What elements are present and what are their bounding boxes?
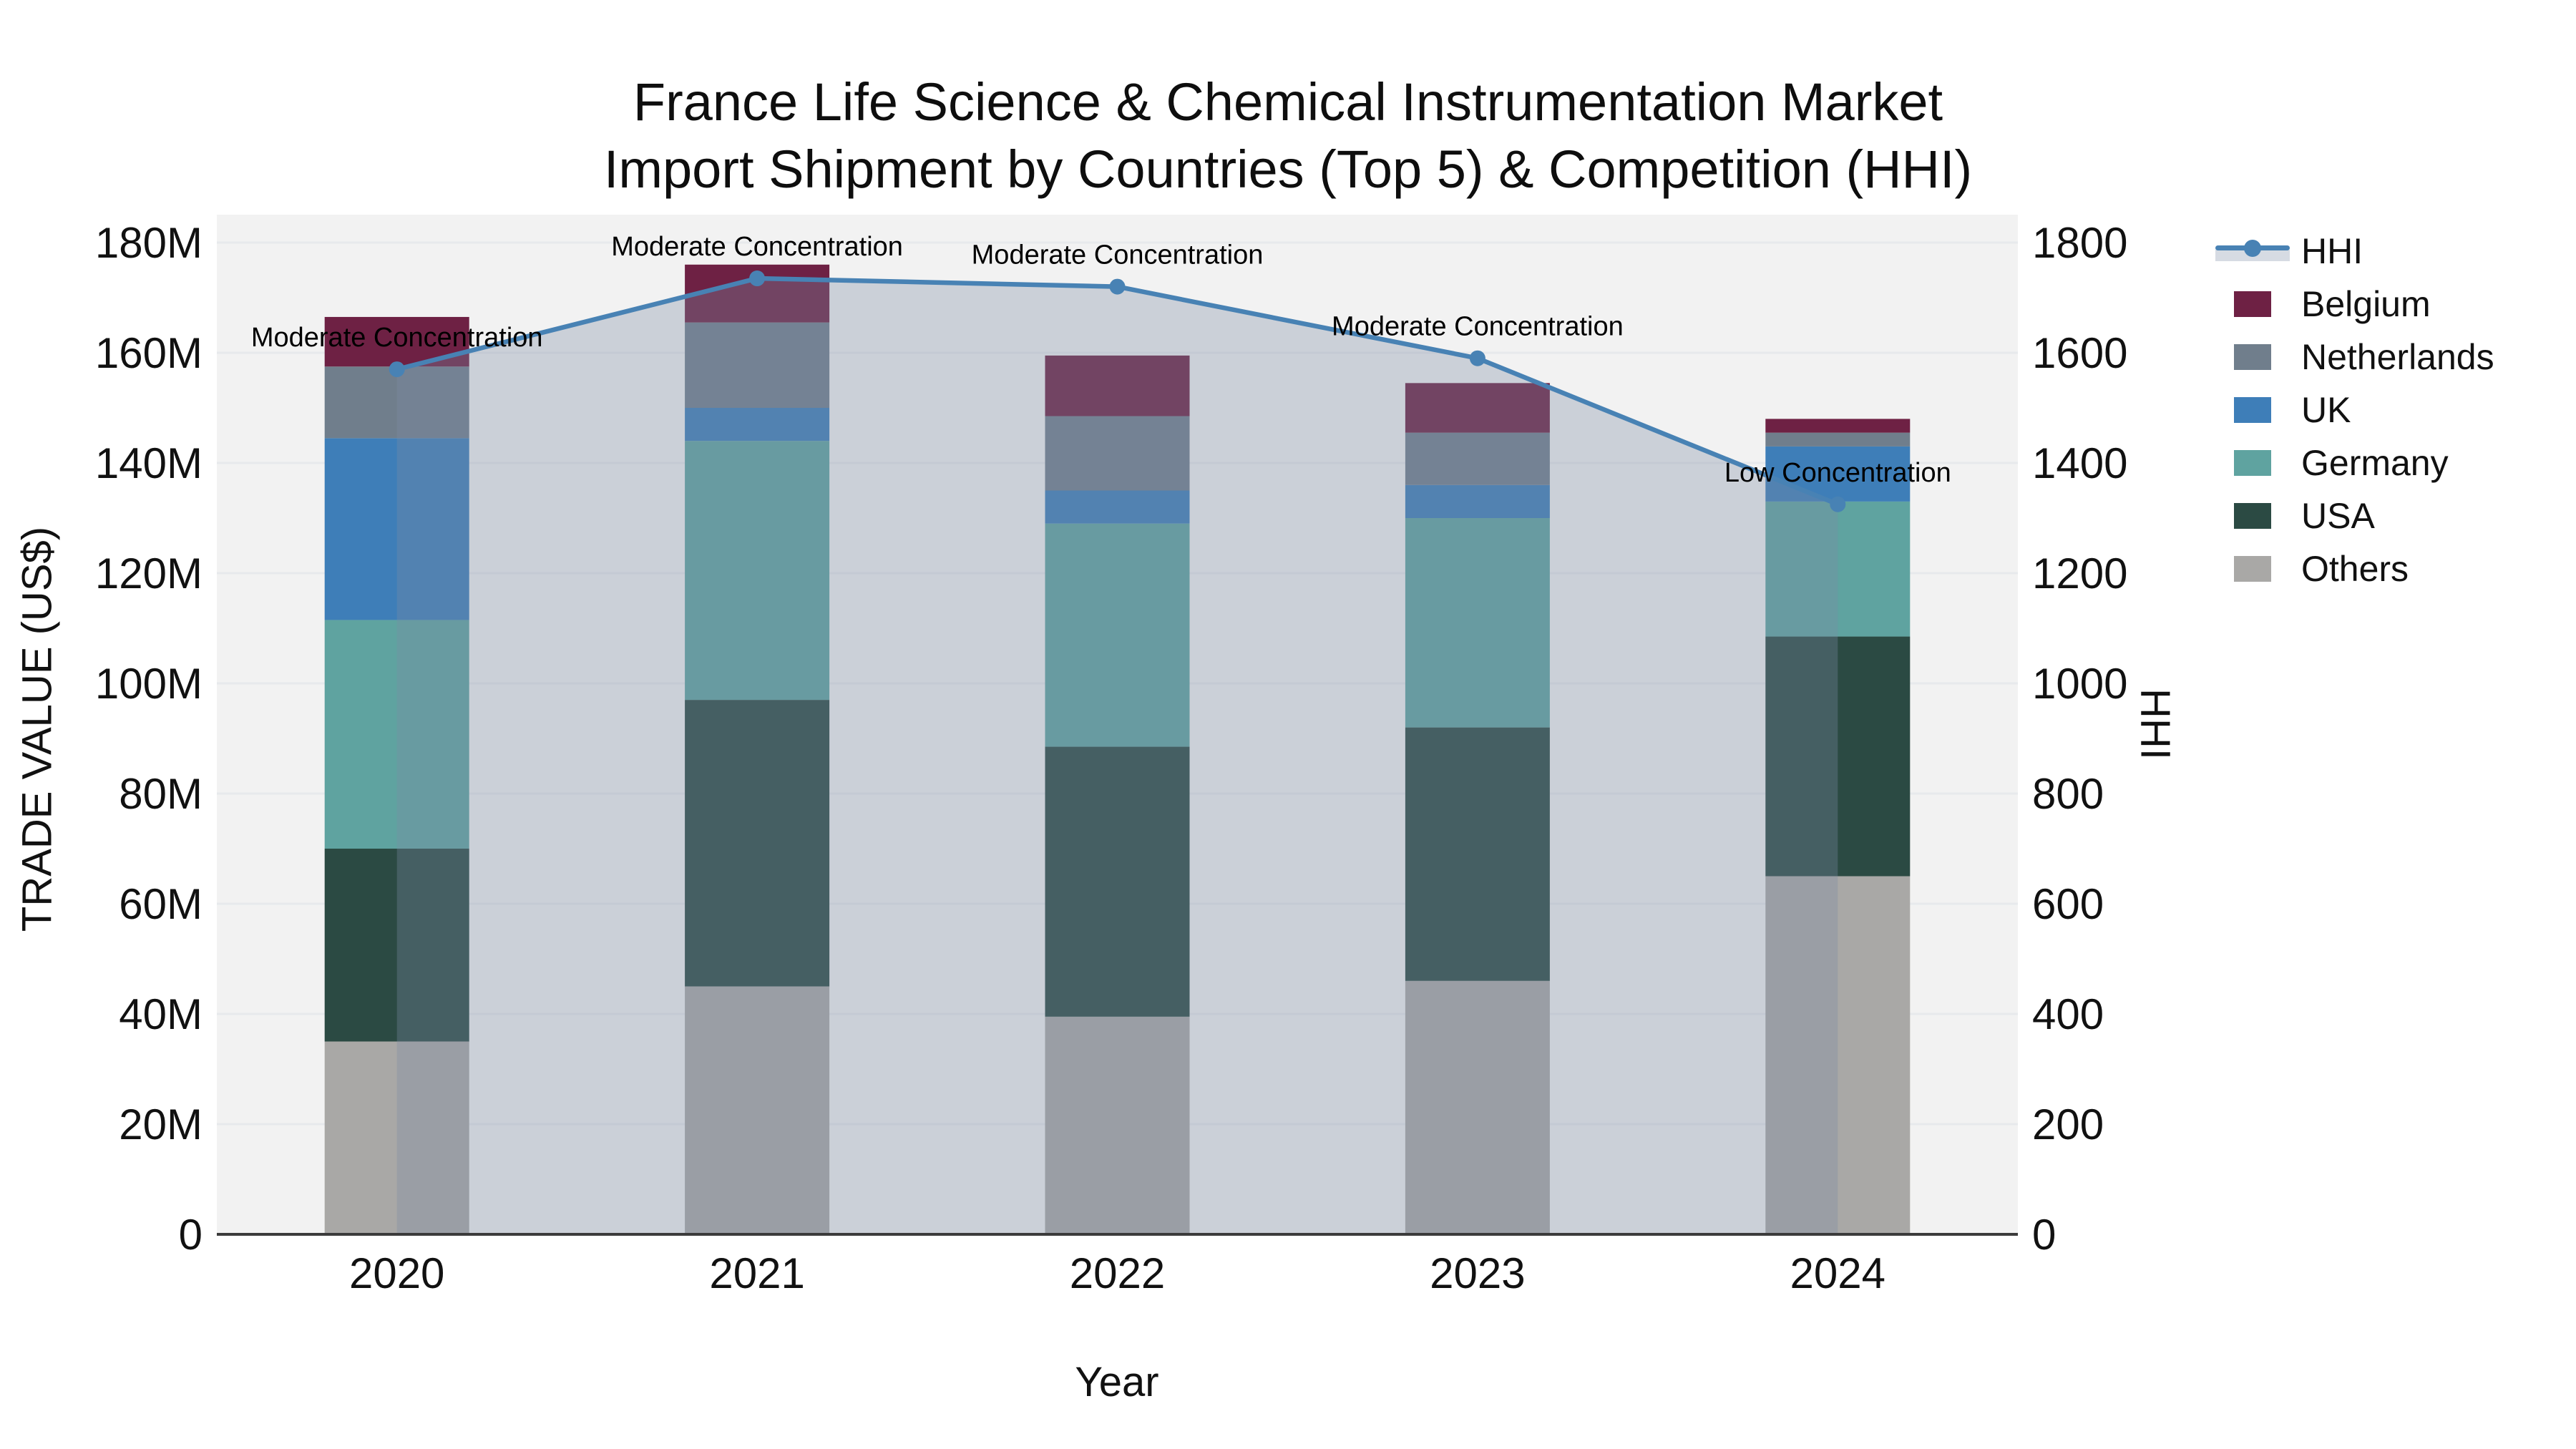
netherlands-swatch-icon bbox=[2234, 344, 2271, 370]
y-left-tick-label: 40M bbox=[119, 990, 203, 1038]
y-left-tick-label: 160M bbox=[95, 329, 203, 377]
germany-swatch-icon bbox=[2234, 450, 2271, 476]
x-tick-label-2020: 2020 bbox=[349, 1249, 444, 1297]
legend-item-others[interactable]: Others bbox=[2211, 542, 2494, 595]
bar-segment-others-2024 bbox=[1765, 876, 1911, 1234]
y-right-tick-label: 1800 bbox=[2032, 219, 2127, 267]
x-tick-label-2024: 2024 bbox=[1790, 1249, 1885, 1297]
others-swatch-icon bbox=[2234, 556, 2271, 582]
bar-segment-netherlands-2020 bbox=[324, 366, 469, 439]
usa-swatch-icon bbox=[2234, 503, 2271, 529]
y-left-tick-label: 20M bbox=[119, 1101, 203, 1148]
legend-item-hhi[interactable]: HHI bbox=[2211, 225, 2494, 278]
y-right-tick-label: 600 bbox=[2032, 880, 2104, 928]
legend-label: UK bbox=[2301, 390, 2351, 430]
annotation-2020: Moderate Concentration bbox=[251, 323, 543, 353]
bar-segment-others-2021 bbox=[685, 986, 830, 1234]
legend-item-usa[interactable]: USA bbox=[2211, 489, 2494, 542]
y-right-tick-label: 1600 bbox=[2032, 329, 2127, 377]
bar-segment-germany-2024 bbox=[1765, 501, 1911, 637]
chart-title-line1: France Life Science & Chemical Instrumen… bbox=[633, 72, 1943, 132]
uk-swatch-icon bbox=[2234, 397, 2271, 423]
y-left-tick-label: 60M bbox=[119, 880, 203, 928]
bar-segment-others-2023 bbox=[1405, 980, 1550, 1234]
y-left-tick-label: 140M bbox=[95, 439, 203, 487]
hhi-marker-2021 bbox=[749, 270, 766, 287]
bar-segment-netherlands-2024 bbox=[1765, 432, 1911, 447]
bar-segment-netherlands-2023 bbox=[1405, 432, 1550, 485]
annotation-2022: Moderate Concentration bbox=[972, 240, 1264, 270]
y-right-tick-label: 1400 bbox=[2032, 439, 2127, 487]
y-right-tick-label: 1200 bbox=[2032, 550, 2127, 597]
hhi-marker-2022 bbox=[1109, 278, 1126, 295]
bar-segment-germany-2023 bbox=[1405, 518, 1550, 728]
x-tick-label-2023: 2023 bbox=[1430, 1249, 1525, 1297]
bar-segment-usa-2021 bbox=[685, 700, 830, 987]
bar-segment-uk-2023 bbox=[1405, 484, 1550, 518]
legend-label: USA bbox=[2301, 496, 2375, 536]
y-left-tick-label: 100M bbox=[95, 660, 203, 708]
legend-label: Germany bbox=[2301, 443, 2449, 483]
y-right-tick-label: 1000 bbox=[2032, 660, 2127, 708]
bar-segment-belgium-2022 bbox=[1045, 355, 1190, 416]
bar-segment-usa-2023 bbox=[1405, 727, 1550, 981]
legend-label: HHI bbox=[2301, 231, 2363, 271]
y-axis-right-title: HHI bbox=[2132, 688, 2179, 760]
legend-item-netherlands[interactable]: Netherlands bbox=[2211, 331, 2494, 384]
bar-segment-usa-2020 bbox=[324, 849, 469, 1042]
bar-segment-netherlands-2022 bbox=[1045, 416, 1190, 491]
bar-segment-others-2022 bbox=[1045, 1016, 1190, 1234]
bar-segment-uk-2024 bbox=[1765, 446, 1911, 502]
y-left-tick-label: 120M bbox=[95, 550, 203, 597]
x-axis-title: Year bbox=[1075, 1359, 1159, 1405]
chart-title-line2: Import Shipment by Countries (Top 5) & C… bbox=[603, 140, 1973, 199]
hhi-marker-2020 bbox=[389, 361, 405, 378]
annotation-2023: Moderate Concentration bbox=[1332, 312, 1624, 342]
bar-segment-uk-2022 bbox=[1045, 490, 1190, 524]
annotation-2024: Low Concentration bbox=[1724, 458, 1951, 488]
y-axis-left-title: TRADE VALUE (US$) bbox=[14, 526, 61, 932]
hhi-line-swatch-icon bbox=[2211, 225, 2294, 278]
y-right-tick-label: 0 bbox=[2032, 1211, 2056, 1259]
y-left-tick-label: 180M bbox=[95, 219, 203, 267]
legend-label: Belgium bbox=[2301, 284, 2431, 324]
legend-label: Netherlands bbox=[2301, 337, 2494, 377]
belgium-swatch-icon bbox=[2234, 291, 2271, 317]
chart-title: France Life Science & Chemical Instrumen… bbox=[0, 69, 2576, 203]
hhi-marker-2024 bbox=[1830, 496, 1846, 512]
legend: HHI Belgium Netherlands UK Germany USA O… bbox=[2211, 225, 2494, 595]
legend-item-germany[interactable]: Germany bbox=[2211, 436, 2494, 489]
legend-label: Others bbox=[2301, 549, 2409, 589]
bar-segment-belgium-2023 bbox=[1405, 383, 1550, 433]
hhi-marker-2023 bbox=[1469, 350, 1485, 366]
bar-segment-usa-2022 bbox=[1045, 746, 1190, 1017]
x-tick-label-2022: 2022 bbox=[1070, 1249, 1165, 1297]
annotation-2021: Moderate Concentration bbox=[611, 232, 903, 262]
bar-segment-germany-2022 bbox=[1045, 523, 1190, 747]
y-left-tick-label: 0 bbox=[179, 1211, 203, 1259]
bar-segment-germany-2020 bbox=[324, 620, 469, 849]
y-right-tick-label: 400 bbox=[2032, 990, 2104, 1038]
bar-segment-usa-2024 bbox=[1765, 636, 1911, 877]
y-right-tick-label: 200 bbox=[2032, 1101, 2104, 1148]
bar-segment-uk-2021 bbox=[685, 408, 830, 441]
y-right-tick-label: 800 bbox=[2032, 770, 2104, 818]
bar-segment-uk-2020 bbox=[324, 438, 469, 620]
legend-item-belgium[interactable]: Belgium bbox=[2211, 278, 2494, 331]
bar-segment-others-2020 bbox=[324, 1041, 469, 1234]
bar-segment-germany-2021 bbox=[685, 441, 830, 701]
hhi-area-fill bbox=[396, 278, 1838, 1234]
legend-item-uk[interactable]: UK bbox=[2211, 384, 2494, 436]
bar-segment-netherlands-2021 bbox=[685, 322, 830, 408]
x-tick-label-2021: 2021 bbox=[709, 1249, 804, 1297]
y-left-tick-label: 80M bbox=[119, 770, 203, 818]
bar-segment-belgium-2024 bbox=[1765, 419, 1911, 433]
